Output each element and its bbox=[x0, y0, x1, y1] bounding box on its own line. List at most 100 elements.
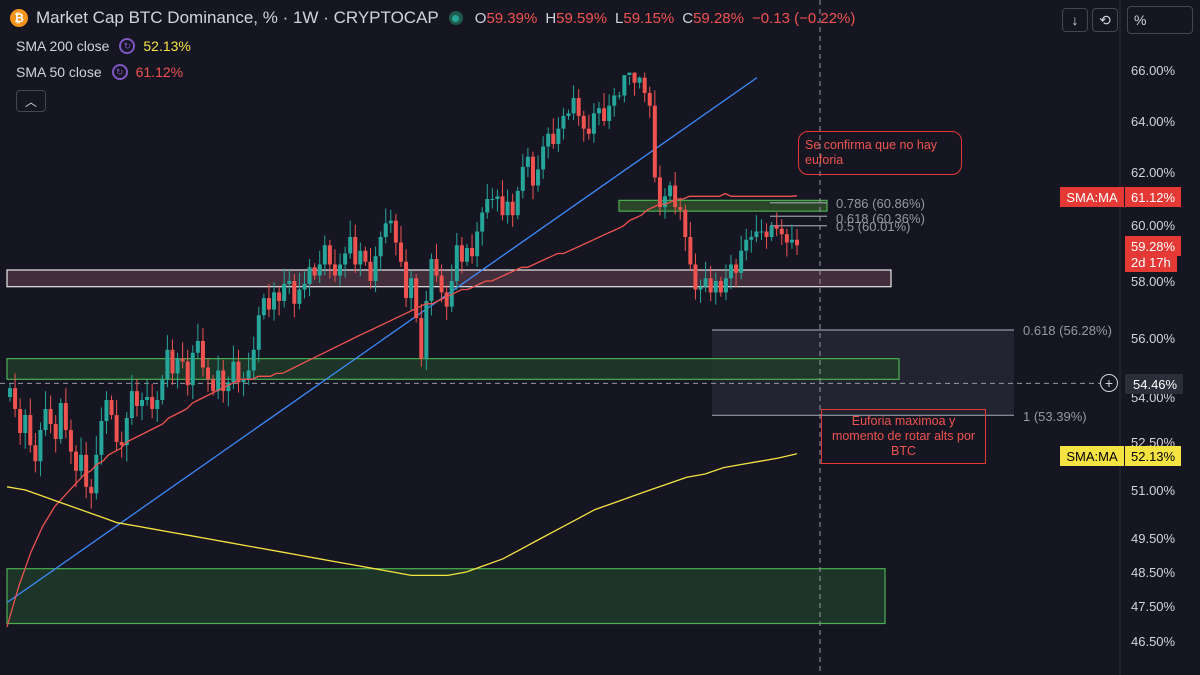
candle-body bbox=[703, 278, 708, 287]
crosshair-price-label: 54.46% bbox=[1125, 374, 1184, 394]
candle-body bbox=[683, 209, 688, 237]
candle-body bbox=[688, 237, 693, 265]
candle-body bbox=[693, 264, 698, 290]
support-zone-lower bbox=[6, 568, 886, 625]
candle-body bbox=[647, 92, 652, 106]
candle-body bbox=[28, 415, 33, 446]
fib-label-0786: 0.786 (60.86%) bbox=[836, 196, 925, 211]
price-tick: 49.50% bbox=[1131, 531, 1176, 546]
candle-body bbox=[53, 424, 58, 439]
candle-body bbox=[754, 231, 759, 237]
candle-body bbox=[8, 388, 12, 397]
loop-icon[interactable]: ↻ bbox=[111, 64, 128, 80]
candle-body bbox=[444, 292, 449, 307]
candle-body bbox=[272, 292, 277, 310]
last-price-label: 59.28% bbox=[1125, 236, 1182, 256]
candle-body bbox=[363, 250, 368, 262]
candle-body bbox=[749, 237, 754, 240]
candle-body bbox=[216, 370, 221, 392]
candle-body bbox=[515, 190, 520, 216]
candle-body bbox=[536, 169, 541, 186]
candle-body bbox=[642, 77, 647, 93]
candle-body bbox=[134, 391, 139, 406]
candle-body bbox=[546, 133, 551, 147]
candle-body bbox=[221, 370, 226, 392]
loop-icon[interactable]: ↻ bbox=[119, 38, 136, 54]
sma200-line bbox=[6, 453, 798, 577]
candle-body bbox=[718, 281, 723, 293]
sma50-badge: SMA:MA bbox=[1060, 187, 1124, 207]
candle-body bbox=[348, 237, 353, 254]
candle-body bbox=[292, 281, 297, 304]
bitcoin-icon: ₿ bbox=[10, 9, 28, 27]
candle-body bbox=[769, 226, 774, 237]
candle-body bbox=[779, 228, 784, 235]
add-alert-icon[interactable]: + bbox=[1100, 374, 1118, 392]
ohlc-close: C59.28% bbox=[682, 9, 744, 27]
candle-body bbox=[541, 146, 546, 170]
indicator-sma50[interactable]: SMA 50 close ↻ 61.12% bbox=[16, 64, 183, 80]
candle-body bbox=[739, 250, 744, 273]
candle-body bbox=[297, 289, 302, 304]
candle-body bbox=[556, 128, 561, 144]
candle-body bbox=[23, 415, 28, 433]
candle-body bbox=[632, 72, 637, 83]
candle-body bbox=[409, 278, 414, 299]
candle-body bbox=[89, 486, 94, 494]
candle-body bbox=[708, 278, 713, 293]
candle-body bbox=[429, 259, 434, 301]
ohlc-low: L59.15% bbox=[615, 9, 675, 27]
candle-body bbox=[13, 388, 18, 409]
candle-body bbox=[373, 256, 378, 281]
indicator-sma200[interactable]: SMA 200 close ↻ 52.13% bbox=[16, 38, 191, 54]
candle-body bbox=[652, 105, 657, 178]
candle-body bbox=[231, 361, 236, 383]
candle-body bbox=[145, 397, 150, 400]
candle-body bbox=[591, 113, 596, 134]
candle-body bbox=[18, 409, 23, 433]
candle-body bbox=[302, 283, 307, 290]
bar-countdown-label: 2d 17h bbox=[1125, 252, 1177, 272]
fib-label-1: 1 (53.39%) bbox=[1023, 409, 1087, 424]
candle-body bbox=[561, 115, 566, 129]
candle-body bbox=[180, 358, 185, 362]
candle-body bbox=[368, 261, 373, 281]
collapse-indicators-button[interactable]: ︿ bbox=[16, 90, 46, 112]
candle-body bbox=[495, 196, 500, 199]
candle-body bbox=[393, 220, 398, 243]
candle-body bbox=[723, 278, 728, 293]
price-tick: 62.00% bbox=[1131, 165, 1176, 180]
refresh-icon[interactable]: ⟲ bbox=[1092, 8, 1118, 32]
annotation-no-euphoria: Se confirma que no hay euforia bbox=[798, 131, 962, 175]
candle-body bbox=[155, 400, 160, 409]
sma200-price-label: 52.13% bbox=[1125, 446, 1182, 466]
candle-body bbox=[668, 185, 673, 197]
download-icon[interactable]: ↓ bbox=[1062, 8, 1088, 32]
ohlc-open: O59.39% bbox=[474, 9, 538, 27]
candle-body bbox=[226, 382, 231, 392]
symbol-title[interactable]: Market Cap BTC Dominance, % · 1W · CRYPT… bbox=[36, 8, 439, 27]
candle-body bbox=[246, 370, 251, 380]
candle-body bbox=[48, 409, 53, 424]
candle-body bbox=[322, 245, 327, 265]
candle-body bbox=[414, 278, 419, 319]
sma50-price-label: 61.12% bbox=[1125, 187, 1182, 207]
candle-body bbox=[439, 275, 444, 293]
fib-label-0618-upper: 0.618 (60.36%) bbox=[836, 211, 925, 226]
price-tick: 48.50% bbox=[1131, 565, 1176, 580]
candle-body bbox=[99, 421, 104, 455]
candle-body bbox=[332, 264, 337, 276]
percent-scale-button[interactable]: % bbox=[1127, 6, 1193, 34]
candle-body bbox=[175, 358, 180, 374]
candle-body bbox=[464, 248, 469, 262]
candle-body bbox=[576, 98, 581, 116]
candle-body bbox=[190, 352, 195, 386]
candle-body bbox=[434, 259, 439, 276]
candle-body bbox=[170, 349, 175, 374]
candle-body bbox=[79, 454, 84, 471]
candle-body bbox=[206, 367, 211, 380]
candle-body bbox=[109, 400, 114, 415]
candle-body bbox=[84, 454, 89, 487]
sma50-line bbox=[6, 192, 798, 628]
